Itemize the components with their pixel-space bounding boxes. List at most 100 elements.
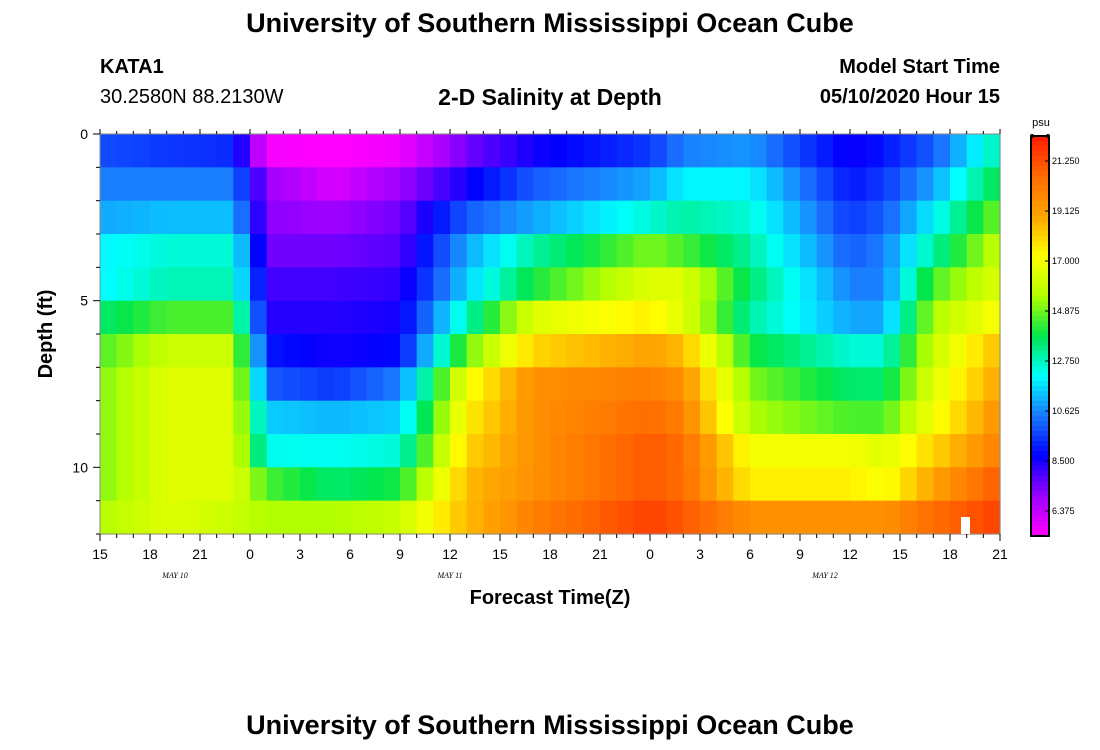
heatmap-cell <box>283 500 301 535</box>
heatmap-cell <box>966 400 984 435</box>
heatmap-cell <box>100 234 118 268</box>
heatmap-cell <box>466 300 484 335</box>
heatmap-cell <box>916 234 934 268</box>
heatmap-cell <box>383 467 401 502</box>
heatmap-cell <box>300 334 318 368</box>
heatmap-cell <box>216 267 234 302</box>
heatmap-cell <box>366 400 384 435</box>
colorbar-swatch <box>1031 196 1049 202</box>
heatmap-cell <box>950 234 968 268</box>
heatmap-cell <box>450 134 468 168</box>
heatmap-cell <box>900 334 918 368</box>
heatmap-cell <box>750 200 768 235</box>
heatmap-cell <box>333 467 351 502</box>
heatmap-cell <box>616 167 634 202</box>
heatmap-cell <box>733 334 751 368</box>
heatmap-cell <box>933 300 951 335</box>
heatmap-cell <box>233 200 251 235</box>
heatmap-cell <box>933 234 951 268</box>
heatmap-cell <box>883 467 901 502</box>
heatmap-cell <box>966 334 984 368</box>
heatmap-cell <box>716 134 734 168</box>
heatmap-cell <box>133 267 151 302</box>
heatmap-cell <box>633 500 651 535</box>
heatmap-cell <box>483 267 501 302</box>
colorbar-swatch <box>1031 171 1049 177</box>
heatmap-cell <box>200 200 218 235</box>
heatmap-cell <box>300 134 318 168</box>
heatmap-cell <box>633 334 651 368</box>
heatmap-cell <box>183 500 201 535</box>
heatmap-cell <box>983 167 1001 202</box>
heatmap-cell <box>750 467 768 502</box>
model-start-label: Model Start Time <box>839 56 1000 78</box>
colorbar-swatch <box>1031 311 1049 317</box>
colorbar-swatch <box>1031 246 1049 252</box>
heatmap-cell <box>783 267 801 302</box>
heatmap-cell <box>450 267 468 302</box>
heatmap-cell <box>316 400 334 435</box>
colorbar-swatch <box>1031 456 1049 462</box>
heatmap-cell <box>500 134 518 168</box>
colorbar-label: 21.250 <box>1052 156 1080 166</box>
station-coordinates: 30.2580N 88.2130W <box>100 86 284 108</box>
heatmap-cell <box>800 300 818 335</box>
heatmap-cell <box>200 234 218 268</box>
heatmap-cell <box>350 467 368 502</box>
heatmap-cell <box>516 467 534 502</box>
heatmap-cell <box>716 434 734 468</box>
heatmap-cell <box>533 300 551 335</box>
heatmap-cell <box>383 434 401 468</box>
heatmap-cell <box>816 467 834 502</box>
colorbar-swatch <box>1031 301 1049 307</box>
heatmap-cell <box>433 467 451 502</box>
heatmap-cell <box>500 167 518 202</box>
heatmap-cell <box>433 400 451 435</box>
heatmap-cell <box>350 500 368 535</box>
heatmap-cell <box>816 267 834 302</box>
heatmap-cell <box>383 167 401 202</box>
heatmap-cell <box>133 467 151 502</box>
colorbar-swatch <box>1031 181 1049 187</box>
heatmap-cell <box>616 434 634 468</box>
heatmap-cell <box>883 400 901 435</box>
heatmap-cell <box>416 200 434 235</box>
heatmap-cell <box>750 134 768 168</box>
heatmap-cell <box>666 300 684 335</box>
heatmap-cell <box>266 200 284 235</box>
colorbar-label: 8.500 <box>1052 456 1075 466</box>
heatmap-cell <box>516 200 534 235</box>
heatmap-cell <box>966 367 984 402</box>
heatmap-cell <box>483 400 501 435</box>
heatmap-cell <box>783 334 801 368</box>
heatmap-cell <box>100 167 118 202</box>
heatmap-cell <box>133 434 151 468</box>
heatmap-cell <box>183 167 201 202</box>
heatmap-cell <box>633 300 651 335</box>
heatmap-cell <box>183 400 201 435</box>
heatmap-cell <box>150 467 168 502</box>
heatmap-cell <box>850 400 868 435</box>
heatmap-cell <box>366 267 384 302</box>
heatmap-cell <box>116 234 134 268</box>
heatmap-cell <box>800 134 818 168</box>
heatmap-cell <box>866 334 884 368</box>
colorbar-swatch <box>1031 531 1049 537</box>
heatmap-cell <box>383 334 401 368</box>
heatmap-cell <box>166 200 184 235</box>
colorbar-swatch <box>1031 351 1049 357</box>
heatmap-cell <box>716 367 734 402</box>
heatmap-cell <box>433 267 451 302</box>
heatmap-cell <box>833 234 851 268</box>
heatmap-cell <box>650 267 668 302</box>
heatmap-cell <box>483 367 501 402</box>
heatmap-cell <box>400 334 418 368</box>
heatmap-cell <box>166 434 184 468</box>
colorbar-swatch <box>1031 331 1049 337</box>
colorbar-swatch <box>1031 491 1049 497</box>
heatmap-cell <box>250 367 268 402</box>
heatmap-cell <box>766 134 784 168</box>
heatmap-cell <box>250 234 268 268</box>
heatmap-cell <box>550 500 568 535</box>
heatmap-cell <box>900 267 918 302</box>
